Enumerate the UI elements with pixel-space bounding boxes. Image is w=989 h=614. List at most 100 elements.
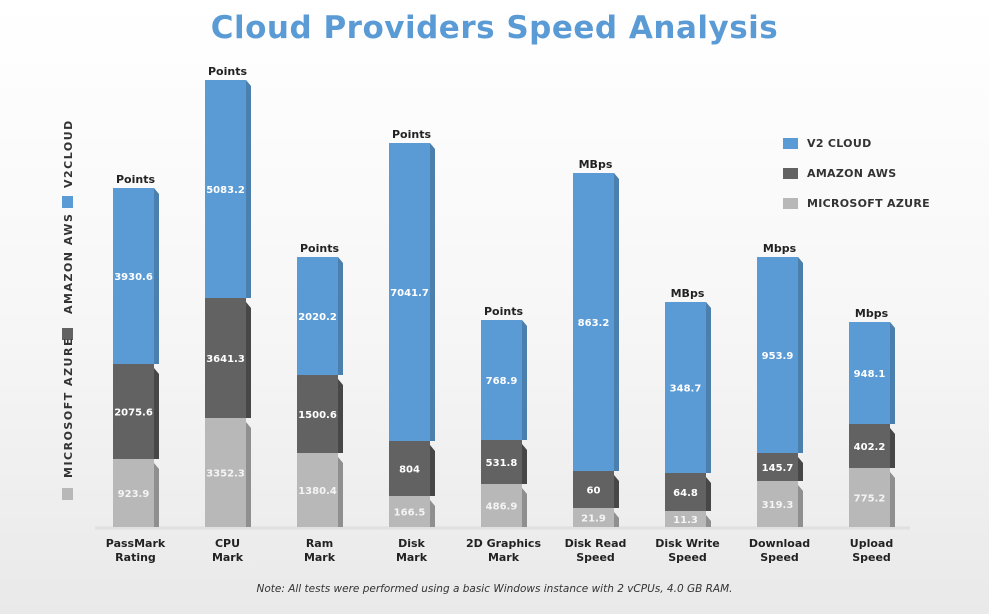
bar-segment-v2-cloud [389,143,430,441]
bar-side [246,80,251,298]
bar-side [154,368,159,459]
category-label: Disk [398,537,425,550]
unit-label: Mbps [855,307,889,320]
bar-segment-amazon-aws [665,473,706,511]
data-label: 21.9 [581,514,606,525]
bar-side [522,488,527,527]
bar-segment-v2-cloud [757,257,798,453]
unit-label: Points [392,128,431,141]
bar-side [246,302,251,418]
bar-side [798,257,803,453]
bar-segment-v2-cloud [665,302,706,473]
data-label: 3930.6 [114,272,153,283]
data-label: 2020.2 [298,312,337,323]
data-label: 531.8 [486,458,518,469]
category-label: CPU [215,537,240,550]
data-label: 319.3 [762,500,794,511]
bar-segment-v2-cloud [297,257,338,375]
bar-side [338,257,343,375]
data-label: 804 [399,465,420,476]
aws-swatch [62,328,73,340]
bar-segment-amazon-aws [205,298,246,418]
data-label: 486.9 [486,502,518,513]
category-label: Speed [760,551,799,564]
category-label: Speed [668,551,707,564]
bar-segment-v2-cloud [113,188,154,364]
bar-segment-microsoft-azure [205,418,246,527]
bar-side [890,322,895,424]
category-label: PassMark [106,537,166,550]
category-label: Mark [396,551,428,564]
v2cloud-swatch [62,196,73,208]
bar-side [430,445,435,496]
bar-segment-amazon-aws [113,364,154,459]
bar-segment-microsoft-azure [389,496,430,527]
data-label: 863.2 [578,318,610,329]
unit-label: Points [208,65,247,78]
bar-side [798,457,803,481]
bar-side [338,379,343,453]
category-label: Upload [850,537,893,550]
bar-segment-amazon-aws [481,440,522,484]
bar-segment-microsoft-azure [849,468,890,527]
unit-label: MBps [671,287,705,300]
data-label: 11.3 [673,515,698,526]
bar-segment-microsoft-azure [573,508,614,527]
category-label: Rating [115,551,156,564]
bar-segment-v2-cloud [849,322,890,424]
bar-side [890,428,895,468]
bar-segment-microsoft-azure [665,511,706,527]
unit-label: Points [484,305,523,318]
bar-segment-microsoft-azure [481,484,522,527]
data-label: 2075.6 [114,408,153,419]
legend-item-v2cloud: V2 CLOUD [783,128,930,158]
data-label: 1380.4 [298,486,337,497]
bar-side [706,515,711,527]
data-label: 64.8 [673,488,698,499]
bar-segment-microsoft-azure [113,459,154,527]
bar-side [706,477,711,511]
bar-side [614,173,619,471]
category-label: Disk Write [655,537,719,550]
bar-side [614,512,619,527]
bar-side [430,500,435,527]
data-label: 60 [587,486,601,497]
bar-segment-microsoft-azure [297,453,338,527]
bar-segment-amazon-aws [849,424,890,468]
bar-segment-amazon-aws [757,453,798,481]
data-label: 3352.3 [206,469,245,480]
data-label: 7041.7 [390,288,429,299]
bar-side [706,302,711,473]
data-label: 166.5 [394,508,426,519]
footnote: Note: All tests were performed using a b… [256,583,733,595]
bar-side [522,444,527,484]
category-label: Speed [576,551,615,564]
category-label: Mark [212,551,244,564]
category-label: Disk Read [565,537,627,550]
vertical-legend: V2CLOUD AMAZON AWS MICROSOFT AZURE [52,0,82,600]
category-label: 2D Graphics [466,537,541,550]
data-label: 145.7 [762,463,794,474]
unit-label: Points [300,242,339,255]
data-label: 5083.2 [206,185,245,196]
category-label: Ram [306,537,333,550]
legend-item-aws: AMAZON AWS [783,158,930,188]
bar-side [154,188,159,364]
bar-side [154,463,159,527]
data-label: 1500.6 [298,410,337,421]
data-label: 3641.3 [206,354,245,365]
legend: V2 CLOUD AMAZON AWS MICROSOFT AZURE [783,128,930,218]
bar-side [430,143,435,441]
bar-side [522,320,527,440]
unit-label: MBps [579,158,613,171]
category-label: Download [749,537,810,550]
bar-segment-v2-cloud [205,80,246,298]
data-label: 348.7 [670,384,702,395]
bar-side [798,485,803,527]
legend-item-azure: MICROSOFT AZURE [783,188,930,218]
bar-segment-amazon-aws [573,471,614,508]
bar-segment-v2-cloud [573,173,614,471]
bar-segment-v2-cloud [481,320,522,440]
bar-side [890,472,895,527]
